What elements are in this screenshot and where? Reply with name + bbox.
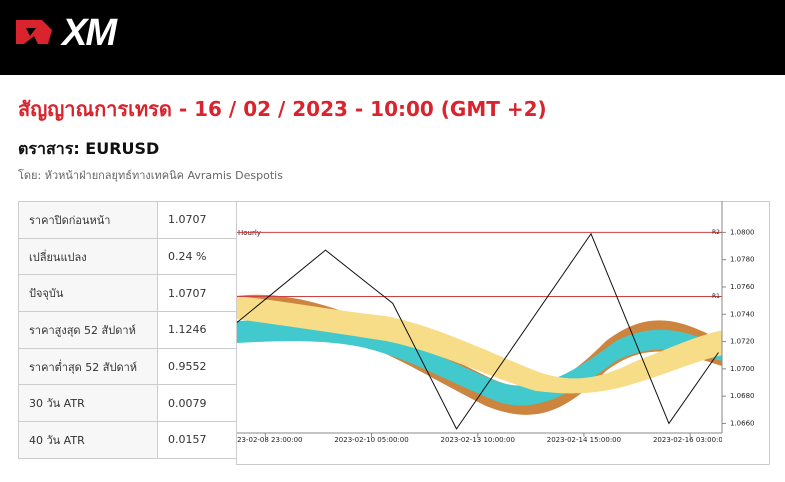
x-tick-label: 2023-02-14 15:00:00 [547, 436, 621, 444]
y-tick-label: 1.0780 [730, 256, 755, 264]
stat-label: 30 วัน ATR [18, 384, 158, 423]
logo: XM [62, 12, 117, 54]
table-row: ปัจจุบัน 1.0707 [18, 274, 237, 313]
y-tick-label: 1.0700 [730, 365, 755, 373]
y-tick-label: 1.0660 [730, 419, 755, 427]
stat-label: ปัจจุบัน [18, 274, 158, 313]
y-tick-label: 1.0720 [730, 338, 755, 346]
table-row: 30 วัน ATR 0.0079 [18, 384, 237, 423]
table-row: ราคาต่ำสุด 52 สัปดาห์ 0.9552 [18, 347, 237, 386]
stat-value: 0.0157 [157, 421, 237, 459]
y-tick-label: 1.0800 [730, 228, 755, 236]
bands [237, 294, 722, 415]
stat-value: 0.0079 [157, 384, 237, 423]
stat-value: 0.24 % [157, 237, 237, 276]
table-row: 40 วัน ATR 0.0157 [18, 421, 237, 459]
stat-value: 1.0707 [157, 201, 237, 239]
level-label: R1 [712, 293, 720, 300]
x-tick-label: 2023-02-10 05:00:00 [334, 436, 408, 444]
x-tick-label: 2023-02-08 23:00:00 [236, 436, 303, 444]
table-row: ราคาปิดก่อนหน้า 1.0707 [18, 201, 237, 239]
stat-value: 1.1246 [157, 311, 237, 349]
stat-label: ราคาต่ำสุด 52 สัปดาห์ [18, 347, 158, 386]
stat-label: ราคาปิดก่อนหน้า [18, 201, 158, 239]
byline: โดย: หัวหน้าฝ่ายกลยุทธ์ทางเทคนิค Avramis… [18, 169, 283, 182]
y-tick-label: 1.0740 [730, 310, 755, 318]
signal-title: สัญญาณการเทรด - 16 / 02 / 2023 - 10:00 (… [18, 97, 547, 121]
x-labels: 2023-02-08 23:00:00 2023-02-10 05:00:00 20… [236, 436, 727, 444]
instrument: ตราสาร: EURUSD [18, 139, 160, 158]
stat-label: ราคาสูงสุด 52 สัปดาห์ [18, 311, 158, 349]
y-tick-label: 1.0760 [730, 283, 755, 291]
stat-value: 1.0707 [157, 274, 237, 313]
zigzag-line [236, 232, 719, 430]
chart: Hourly 1.0660 1.0680 1.0700 1.0720 1.0740 1.0… [236, 201, 770, 465]
x-tick-label: 2023-02-16 03:00:00 [653, 436, 727, 444]
timeframe-label: Hourly [238, 229, 261, 237]
stat-label: 40 วัน ATR [18, 421, 158, 459]
stats-table: ราคาปิดก่อนหน้า 1.0707 เปลี่ยนแปลง 0.24 % ปั… [18, 201, 237, 459]
stat-label: เปลี่ยนแปลง [18, 237, 158, 276]
table-row: ราคาสูงสุด 52 สัปดาห์ 1.1246 [18, 311, 237, 349]
level-label: R2 [712, 229, 720, 236]
table-row: เปลี่ยนแปลง 0.24 % [18, 237, 237, 276]
logo-mark [16, 20, 52, 44]
stat-value: 0.9552 [157, 347, 237, 386]
x-tick-label: 2023-02-13 10:00:00 [441, 436, 515, 444]
y-tick-label: 1.0680 [730, 392, 755, 400]
header: XM [0, 0, 785, 75]
